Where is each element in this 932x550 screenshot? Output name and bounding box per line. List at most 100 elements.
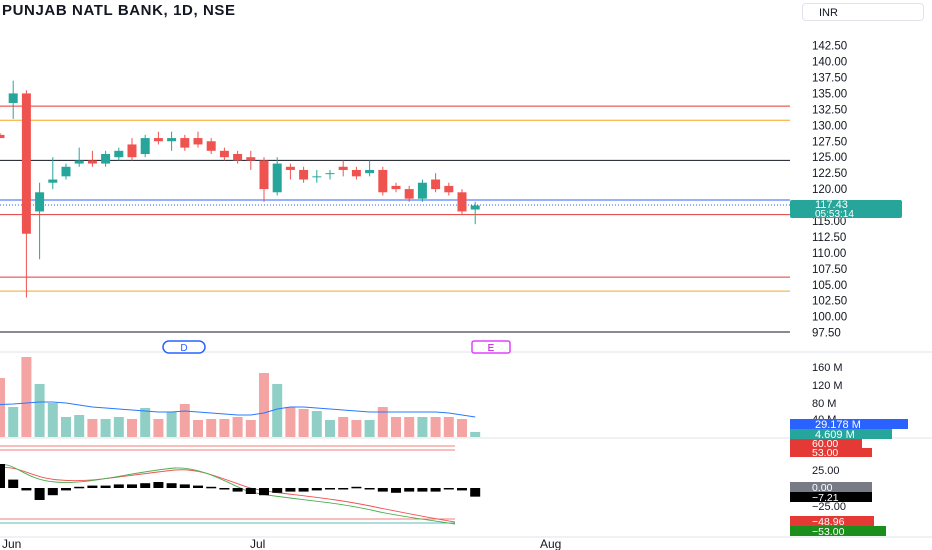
candle-body [153, 138, 163, 142]
candle-body [74, 160, 84, 164]
indicator-axis[interactable]: 60.00 53.00 25.00 0.00 −7.21 −25.00 −48.… [790, 438, 886, 538]
candle-body [470, 205, 480, 210]
symbol-title[interactable]: PUNJAB NATL BANK, 1D, NSE [2, 2, 236, 19]
volume-bar [443, 417, 454, 437]
time-label: Jul [250, 537, 265, 550]
indicator-bar [351, 486, 362, 489]
candle [299, 166, 309, 183]
volume-bar [127, 419, 137, 437]
candle [470, 201, 480, 225]
volume-bar [140, 408, 151, 437]
candle [193, 131, 203, 148]
volume-bar [219, 419, 230, 437]
volume-axis[interactable]: 160 M 120 M 80 M 40 M 29.178 M 4.609 M [790, 362, 908, 441]
candle-body [325, 173, 335, 175]
candle-body [246, 157, 256, 161]
indicator-badge-gray [790, 482, 872, 492]
volume-bar [206, 419, 217, 437]
volume-bar [298, 409, 309, 437]
indicator-bar [391, 488, 401, 493]
candle [312, 169, 322, 183]
candle [378, 166, 388, 196]
volume-bar [430, 417, 441, 437]
volume-bar [34, 384, 45, 437]
candle [404, 185, 414, 202]
currency-button[interactable]: INR [802, 3, 924, 21]
candle [35, 182, 45, 260]
horizontal-lines-layer[interactable] [0, 105, 790, 333]
price-tick: 107.50 [812, 264, 847, 276]
price-tick: 102.50 [812, 296, 847, 308]
dividend-marker[interactable]: D [162, 340, 206, 354]
candle-body [259, 160, 269, 190]
volume-pane[interactable] [0, 357, 481, 437]
indicator-bar [8, 479, 19, 488]
indicator-bar [179, 484, 190, 488]
volume-bar [245, 420, 256, 437]
indicator-bar [21, 488, 32, 491]
candle-body [312, 176, 322, 178]
indicator-badge-red-value: −48.96 [812, 516, 845, 528]
candle-body [404, 189, 414, 199]
price-tick: 135.00 [812, 88, 847, 100]
volume-bar [8, 407, 19, 437]
indicator-bar [61, 488, 71, 491]
indicator-badge-gray-value: 0.00 [812, 482, 833, 494]
volume-bar [87, 419, 98, 437]
candle-body [21, 93, 31, 234]
indicator-bar [100, 485, 111, 488]
price-tick: 127.50 [812, 136, 847, 148]
candle-body [378, 169, 388, 193]
time-axis[interactable]: Jun Jul Aug [2, 537, 561, 550]
indicator-badge-red [790, 448, 872, 457]
volume-ma-value: 29.178 M [815, 419, 861, 431]
candle [325, 169, 335, 180]
price-tick: 110.00 [812, 248, 846, 260]
indicator-bar [87, 485, 98, 488]
candles-layer[interactable] [0, 80, 480, 298]
volume-bar [153, 419, 164, 437]
last-price-badge: 117.43 05:53:14 [790, 199, 902, 220]
candle [101, 150, 111, 167]
candle [61, 163, 71, 180]
indicator-bar [34, 488, 45, 500]
indicator-bar [325, 488, 335, 490]
candle [180, 134, 190, 151]
volume-bar [364, 420, 375, 437]
indicator-bar [193, 485, 203, 488]
indicator-pane[interactable] [0, 445, 456, 525]
candle [48, 157, 58, 190]
candle [219, 147, 229, 161]
indicator-histogram [0, 464, 481, 500]
volume-bar [74, 415, 85, 437]
indicator-badge-red-value: 60.00 [812, 438, 838, 450]
candle-body [365, 169, 375, 174]
candle-body [299, 169, 309, 180]
candle-body [180, 138, 190, 148]
earnings-marker[interactable]: E [471, 340, 511, 354]
price-axis[interactable]: 142.50 140.00 137.50 135.00 132.50 130.00 127.… [812, 41, 847, 340]
indicator-badge-black-value: −7.21 [812, 492, 839, 504]
price-pane[interactable] [0, 351, 932, 538]
volume-bar [351, 420, 362, 437]
indicator-bar [206, 486, 217, 489]
candle-body [417, 182, 427, 199]
indicator-bar [0, 464, 5, 488]
candle-body [233, 154, 243, 161]
indicator-bar [74, 486, 85, 489]
candle-body [391, 185, 401, 190]
candle [457, 189, 467, 215]
volume-bar [285, 407, 296, 437]
candle-body [8, 93, 18, 103]
indicator-bar [127, 484, 137, 488]
candle-body [193, 138, 203, 145]
candle [246, 150, 256, 170]
volume-bar [417, 417, 428, 437]
volume-bar [377, 407, 388, 437]
volume-bar [21, 357, 32, 437]
indicator-bar [259, 488, 269, 496]
indicator-bar [470, 488, 481, 497]
indicator-bar [311, 488, 322, 491]
candle-body [219, 150, 229, 158]
